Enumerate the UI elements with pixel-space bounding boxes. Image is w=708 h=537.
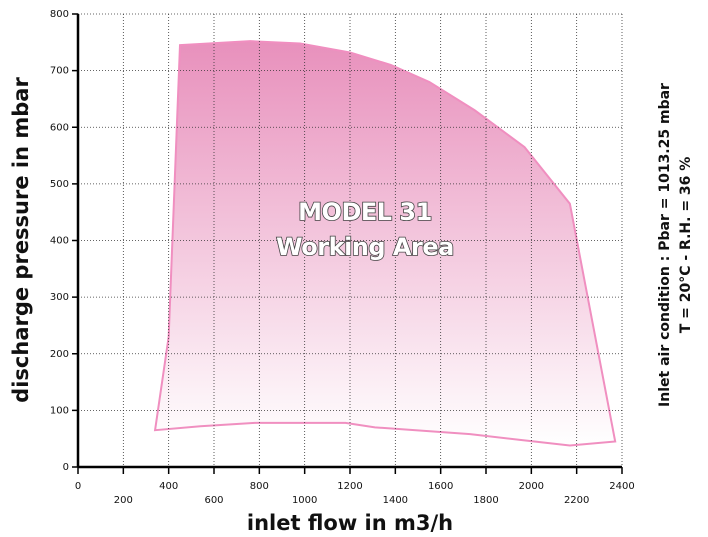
x-tick-label: 2400: [609, 481, 634, 492]
x-tick-label: 1000: [292, 495, 317, 506]
y-axis-title: discharge pressure in mbar: [9, 77, 33, 403]
working-area: [153, 40, 617, 447]
y-tick-label: 200: [50, 349, 69, 360]
y-tick-label: 800: [50, 9, 69, 20]
x-tick-label: 1600: [428, 481, 453, 492]
y-tick-label: 0: [63, 462, 69, 473]
y-tick-label: 500: [50, 179, 69, 190]
annotation: Working Area: [276, 233, 454, 261]
y-tick-label: 400: [50, 236, 69, 247]
y-tick-label: 600: [50, 122, 69, 133]
x-tick-label: 1400: [383, 495, 408, 506]
x-tick-label: 400: [159, 481, 178, 492]
x-tick-label: 2200: [564, 495, 589, 506]
x-tick-label: 600: [204, 495, 223, 506]
x-tick-label: 1800: [473, 495, 498, 506]
x-tick-label: 2000: [519, 481, 544, 492]
annotation: MODEL 31: [298, 198, 432, 226]
y-tick-label: 100: [50, 405, 69, 416]
x-tick-label: 0: [75, 481, 81, 492]
x-axis-title: inlet flow in m3/h: [247, 511, 453, 535]
y-tick-label: 300: [50, 292, 69, 303]
x-tick-label: 200: [114, 495, 133, 506]
x-tick-label: 1200: [337, 481, 362, 492]
x-tick-label: 800: [250, 481, 269, 492]
y-tick-label: 700: [50, 66, 69, 77]
condition-note: Inlet air condition : Pbar = 1013.25 mba…: [657, 83, 673, 407]
condition-note: T = 20°C - R.H. = 36 %: [678, 157, 694, 334]
